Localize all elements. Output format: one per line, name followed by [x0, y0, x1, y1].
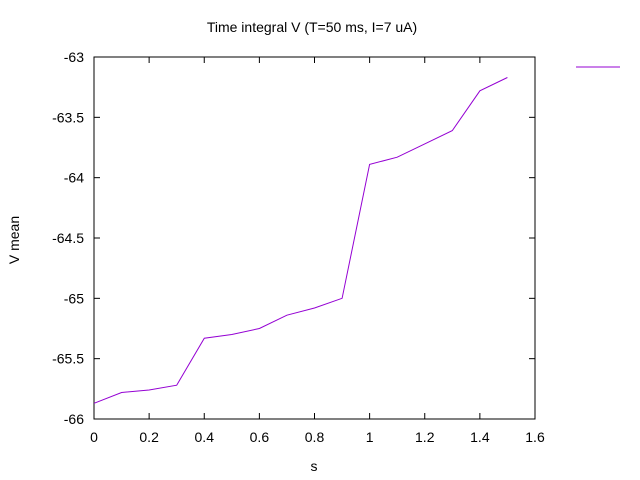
chart-title: Time integral V (T=50 ms, I=7 uA): [207, 19, 417, 35]
series-layer: [93, 77, 508, 404]
y-tick-label: -63.5: [52, 109, 84, 125]
x-tick-label: 0: [90, 429, 98, 445]
y-tick-label: -64.5: [52, 230, 84, 246]
x-tick-label: 1: [366, 429, 374, 445]
y-tick-label: -66: [64, 411, 84, 427]
x-axis-label: s: [311, 458, 318, 474]
y-tick-label: -64: [64, 170, 84, 186]
series-line: [93, 77, 508, 404]
x-tick-label: 0.8: [305, 429, 325, 445]
x-tick-label: 0.2: [139, 429, 159, 445]
x-tick-label: 1.4: [470, 429, 490, 445]
y-axis: -63 -63.5 -64 -64.5 -65 -65.5 -66: [52, 49, 535, 427]
plot-border: [93, 56, 536, 420]
y-tick-label: -65.5: [52, 351, 84, 367]
x-tick-label: 1.2: [415, 429, 435, 445]
y-tick-label: -65: [64, 290, 84, 306]
y-tick-label: -63: [64, 49, 84, 65]
y-axis-label: V mean: [6, 216, 22, 264]
x-axis: 0 0.2 0.4 0.6 0.8 1 1.2 1.4 1.6: [90, 57, 545, 445]
plot-area: [93, 56, 536, 420]
x-tick-label: 1.6: [525, 429, 545, 445]
x-tick-label: 0.6: [250, 429, 270, 445]
x-tick-label: 0.4: [195, 429, 215, 445]
